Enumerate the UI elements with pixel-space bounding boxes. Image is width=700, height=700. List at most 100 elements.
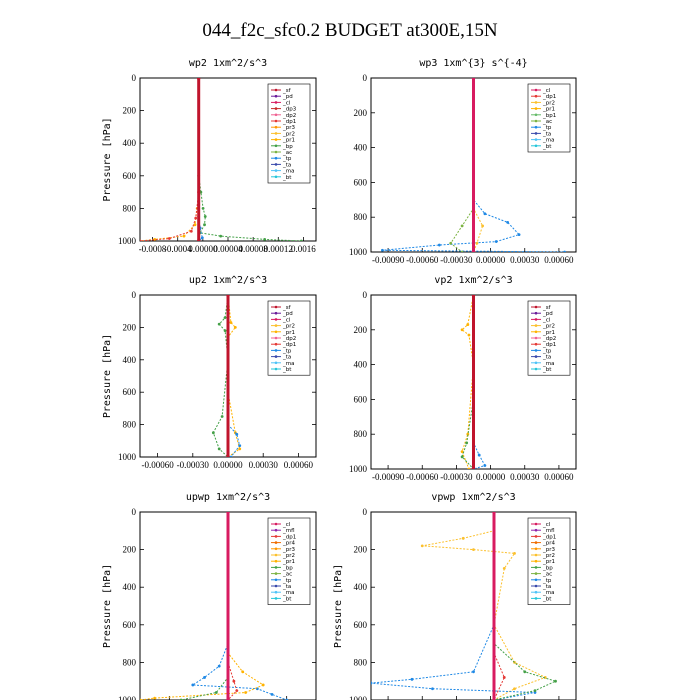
legend-label: _bt (282, 596, 292, 602)
y-tick-label: 400 (354, 360, 368, 370)
series-line-tp (227, 295, 241, 457)
legend-marker-dp2 (534, 336, 538, 340)
legend-label: _bp (282, 144, 293, 150)
y-tick-label: 200 (123, 322, 137, 332)
legend-label: _bp (282, 565, 293, 571)
panel-title: wp3 1xm^{3} s^{-4} (419, 58, 527, 69)
legend-label: _pr3 (282, 547, 296, 553)
series-point-bp (203, 215, 207, 218)
legend-label: _sf (282, 88, 292, 94)
legend-marker-pr4 (274, 541, 278, 544)
series-point-pr2 (472, 548, 475, 551)
legend-box (527, 83, 571, 153)
legend-label: _ma (542, 138, 554, 144)
series-point-bp (523, 670, 527, 674)
legend-marker-dp2 (274, 113, 278, 117)
legend-label: _pd (542, 311, 553, 317)
panel-title: upwp 1xm^2/s^3 (186, 492, 270, 503)
series-point-ac (460, 224, 464, 228)
legend-marker-pr1 (534, 559, 538, 563)
series-point-tp (472, 670, 475, 674)
legend-marker-sf (274, 88, 278, 92)
legend-marker-bt (534, 144, 538, 148)
legend-marker-bp (274, 566, 278, 569)
series-point-bp (533, 689, 537, 692)
series-point-tp (431, 687, 434, 691)
legend-label: _cl (542, 88, 551, 94)
legend-marker-bt (534, 597, 538, 600)
legend-label: _pr2 (282, 324, 295, 330)
y-tick-label: 600 (354, 177, 368, 187)
legend-label: _sf (282, 305, 292, 311)
y-tick-label: 800 (354, 212, 368, 222)
y-tick-label: 0 (363, 73, 368, 83)
series-point-cl (226, 512, 230, 514)
series-point-cl (471, 78, 476, 80)
series-point-bp (217, 447, 221, 451)
series-point-tp (380, 248, 384, 252)
y-axis-label: Pressure [hPa] (333, 564, 344, 648)
series-point-bp (299, 239, 303, 241)
legend-marker-ac (534, 119, 538, 123)
legend-label: _tp (282, 156, 292, 162)
series-point-pr1 (153, 696, 157, 700)
series-point-bp (201, 207, 205, 210)
series-point-pr1 (466, 323, 470, 326)
series-point-tp (191, 683, 195, 687)
legend-label: _pr1 (282, 330, 295, 336)
series-point-pr1 (238, 447, 242, 451)
legend-label: _ac (542, 572, 552, 578)
legend-marker-ac (274, 150, 278, 154)
legend-marker-dp1 (534, 535, 538, 538)
legend-label: _pr2 (542, 553, 555, 559)
series-point-sf (471, 467, 476, 469)
y-tick-label: 1000 (349, 464, 368, 474)
legend-label: _pr1 (542, 330, 555, 336)
y-tick-label: 0 (363, 290, 368, 300)
series-group (371, 512, 557, 700)
series-point-tp (217, 664, 221, 668)
legend-marker-ta (534, 584, 538, 588)
series-point-pr2 (420, 544, 424, 548)
legend-label: _pr3 (542, 547, 556, 553)
legend-label: _dp1 (282, 342, 296, 348)
legend-marker-pr2 (534, 324, 538, 327)
legend: _cl_mfl_dp1_pr4_pr3_pr2_pr1_bp_ac_tp_ta_… (527, 517, 571, 605)
series-point-pr2 (461, 536, 465, 540)
legend-label: _ta (282, 355, 291, 361)
series-point-tp (483, 464, 487, 467)
panel-2: wp3 1xm^{3} s^{-4} 0 200 400 600 800 1000 -0.00… (349, 58, 577, 265)
legend-marker-ac (534, 572, 538, 575)
legend-label: _dp1 (542, 342, 556, 348)
legend-marker-ta (534, 355, 538, 358)
series-point-dp1 (167, 237, 171, 240)
series-point-pr2 (513, 687, 516, 691)
series-line-tp (371, 512, 536, 700)
panel-title: up2 1xm^2/s^3 (189, 275, 267, 286)
x-tick-label: -0.00030 (177, 460, 210, 470)
legend-marker-ma (534, 138, 538, 141)
x-tick-label: 0.00000 (476, 255, 506, 265)
legend-label: _dp1 (542, 534, 556, 540)
series-point-tp (229, 455, 233, 457)
series-point-tp (494, 240, 498, 243)
series-line-pr2 (422, 512, 547, 700)
legend-label: _dp2 (282, 113, 296, 119)
legend-label: _bp1 (542, 113, 556, 119)
legend-marker-dp1 (534, 342, 538, 346)
x-tick-label: 0.00004 (213, 244, 243, 254)
legend-marker-pd (274, 311, 278, 315)
panel-6: vpwp 1xm^2/s^3 Pressure [hPa] 0 200 400 600 80… (333, 492, 577, 700)
legend-marker-pr1 (274, 138, 278, 141)
legend-marker-dp1 (274, 119, 278, 123)
legend-marker-ta (274, 163, 278, 166)
y-tick-label: 800 (123, 420, 137, 430)
series-point-tp (477, 453, 481, 457)
series-point-pr1 (467, 333, 471, 337)
x-tick-label: 0.00030 (249, 460, 279, 470)
legend-label: _mfl (542, 528, 555, 534)
legend-marker-ta (274, 584, 278, 588)
legend-label: _ta (282, 584, 291, 590)
x-tick-label: 0.00030 (510, 255, 540, 265)
